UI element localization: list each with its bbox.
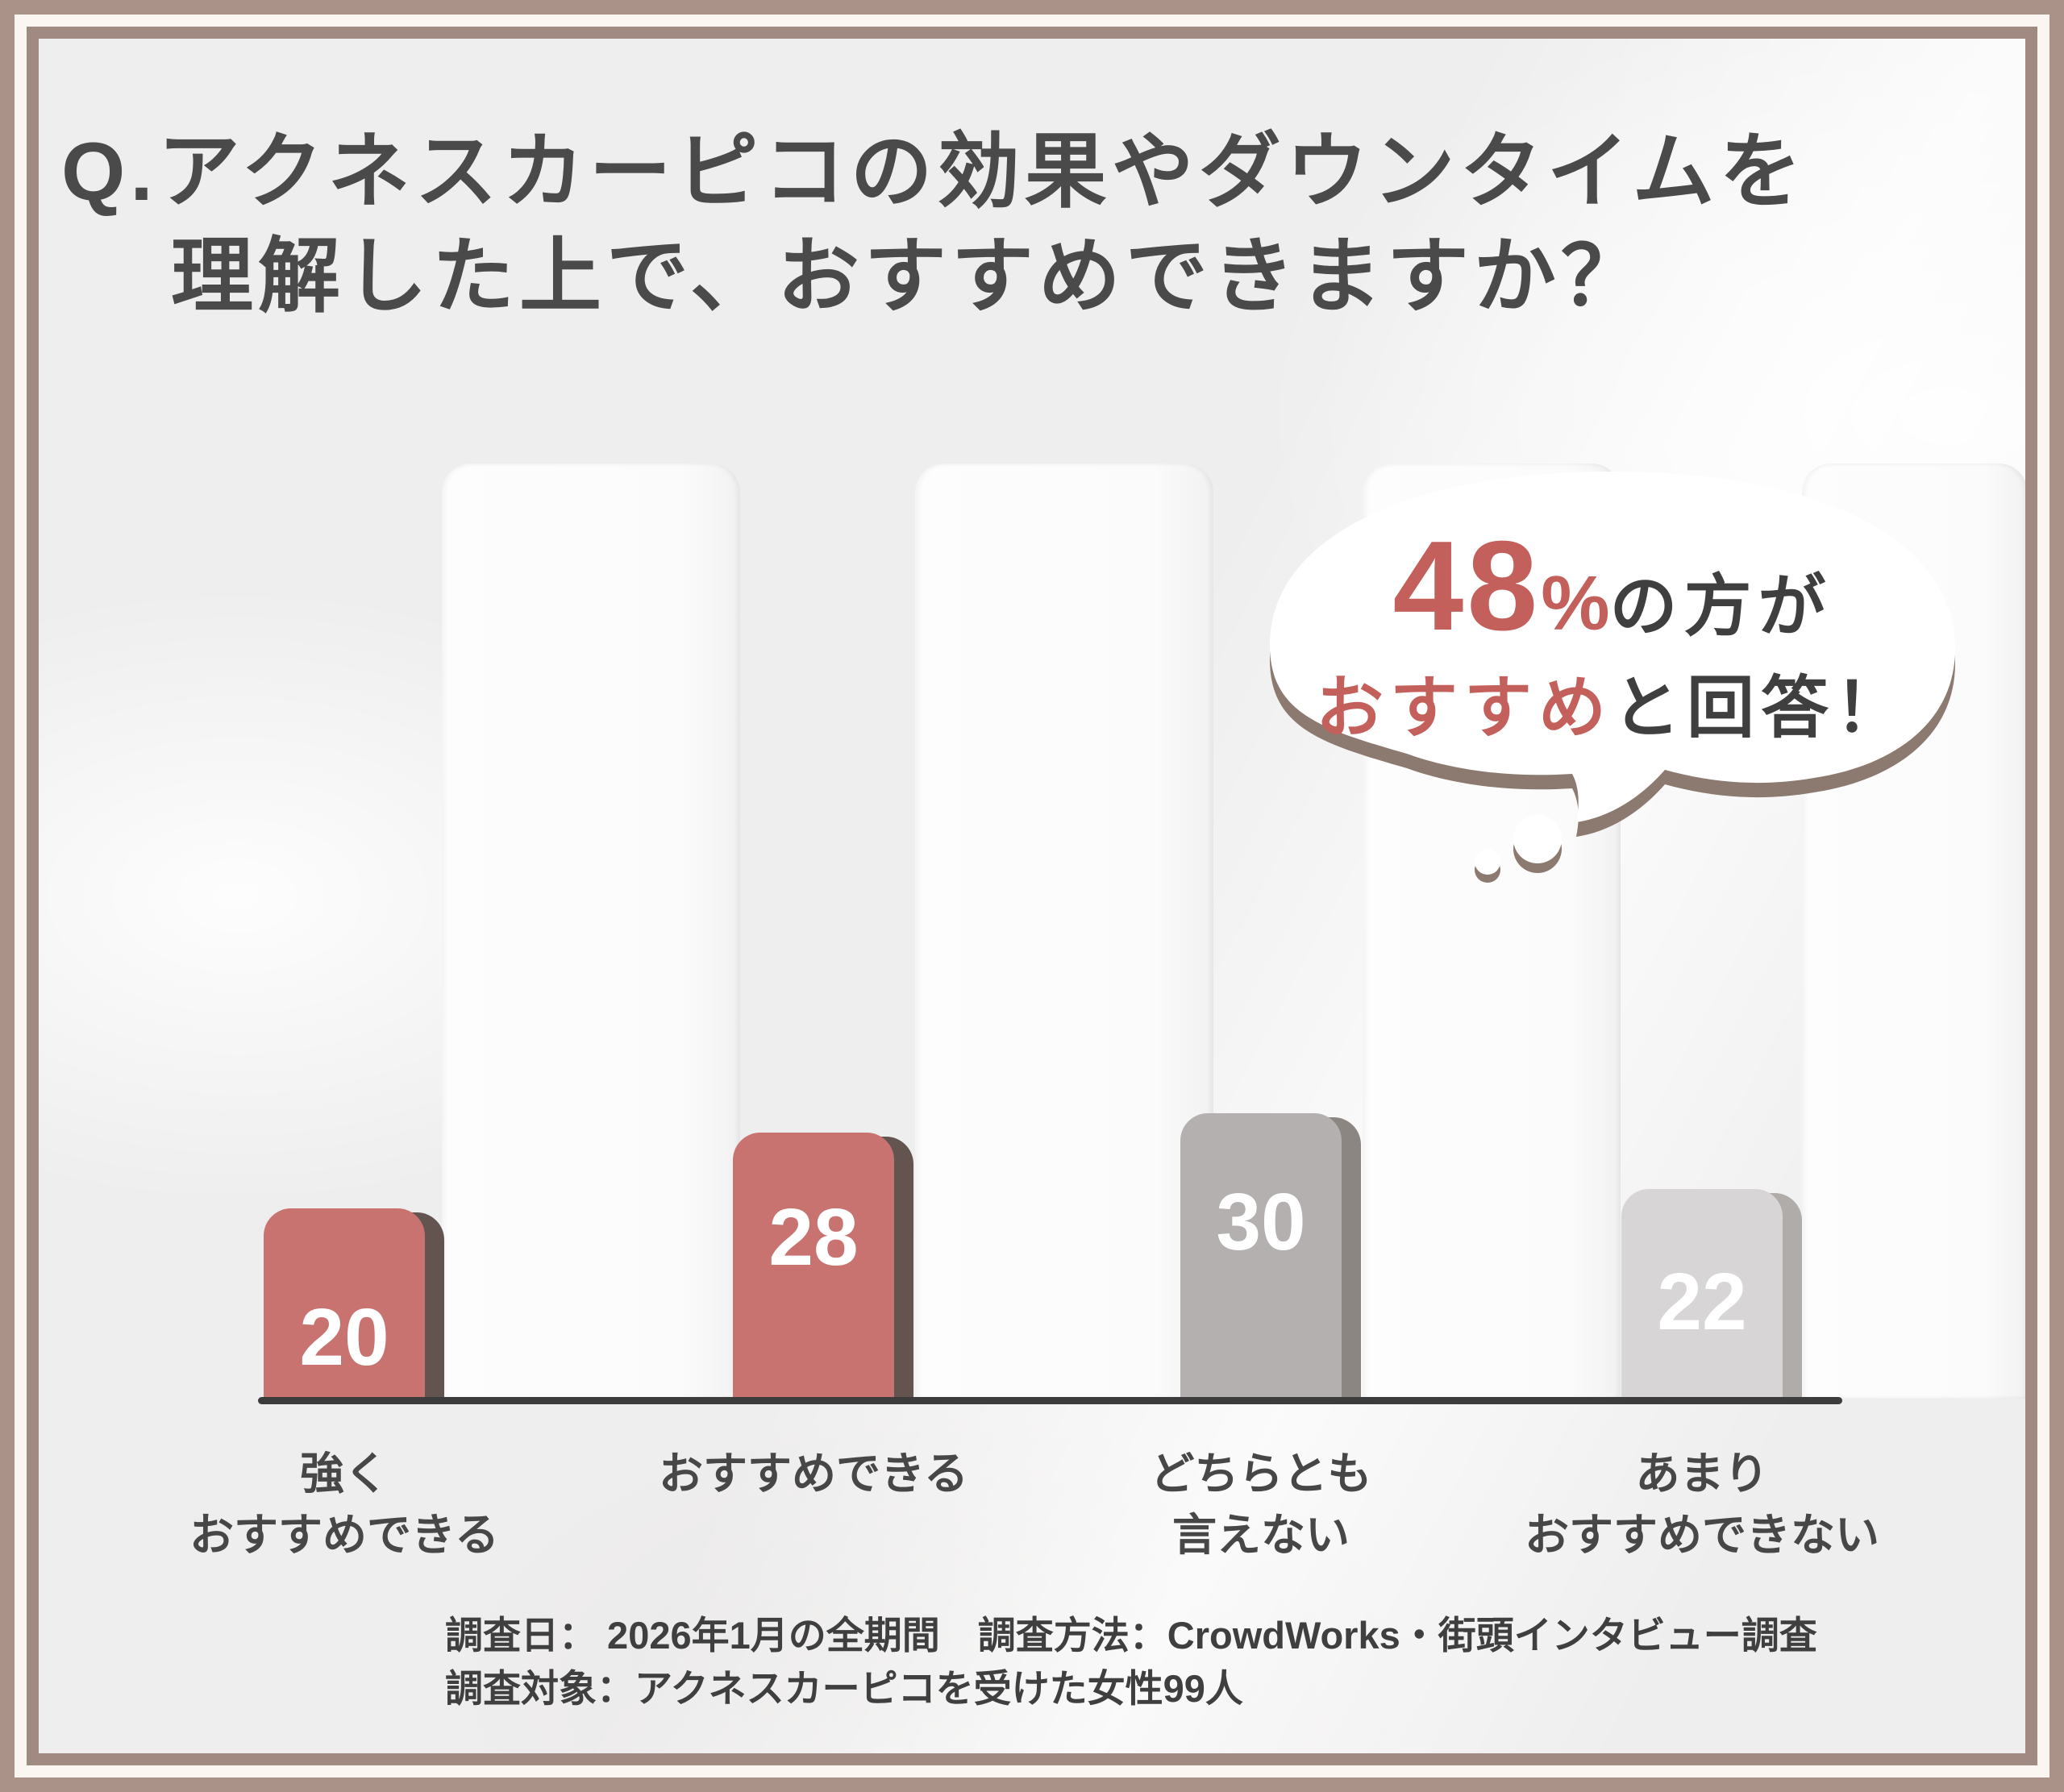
bar-strongly-recommend: 20 xyxy=(264,1208,425,1399)
category-label-line2: 言えない xyxy=(1171,1510,1350,1560)
thought-circle-large xyxy=(1513,815,1562,863)
category-label-recommend: おすすめできる xyxy=(556,1443,1072,1504)
bar-value: 30 xyxy=(1216,1177,1306,1267)
frame-inner-brown-line: Q.アクネスカーピコの効果やダウンタイムを 理解した上で、おすすめできますか？ xyxy=(27,27,2037,1765)
category-label-strongly-recommend: 強く おすすめできる xyxy=(86,1443,602,1565)
bar-neutral: 30 xyxy=(1180,1113,1342,1399)
bar-value: 28 xyxy=(768,1192,859,1283)
bar-not-recommend: 22 xyxy=(1621,1189,1783,1399)
highlight-word: おすすめ xyxy=(1315,670,1612,746)
speech-bubble xyxy=(1270,472,1955,883)
category-label-neutral: どちらとも 言えない xyxy=(1003,1443,1519,1565)
question-title-line2: 理解した上で、おすすめできますか？ xyxy=(171,231,1648,322)
bubble-annotation-line1: 48 % の方が xyxy=(1258,522,1967,650)
chart-content-area: Q.アクネスカーピコの効果やダウンタイムを 理解した上で、おすすめできますか？ xyxy=(39,39,2025,1753)
survey-info-line2: 調査対象：アクネスカーピコを受けた女性99人 xyxy=(445,1667,1243,1710)
bar-value: 20 xyxy=(299,1292,389,1382)
category-label-not-recommend: あまり おすすめできない xyxy=(1444,1443,1960,1565)
percent-sign: % xyxy=(1541,560,1610,647)
question-title: Q.アクネスカーピコの効果やダウンタイムを 理解した上で、おすすめできますか？ xyxy=(61,119,1807,329)
category-label-line1: おすすめできる xyxy=(659,1449,968,1499)
x-axis-baseline xyxy=(258,1397,1842,1404)
thought-circle-small xyxy=(1475,849,1500,875)
question-title-line1: Q.アクネスカーピコの効果やダウンタイムを xyxy=(61,126,1807,218)
bubble-annotation: 48 % の方が おすすめ と回答！ xyxy=(1258,522,1967,748)
category-label-line1: どちらとも xyxy=(1150,1449,1372,1499)
background-track-column xyxy=(915,464,1213,1399)
survey-info-line1: 調査日： 2026年1月の全期間 調査方法：CrowdWorks・街頭インタビュ… xyxy=(445,1614,1817,1657)
category-label-line1: 強く xyxy=(299,1449,389,1499)
percent-number: 48 xyxy=(1392,515,1542,657)
category-label-line2: おすすめできない xyxy=(1524,1510,1879,1560)
category-label-line1: あまり xyxy=(1635,1449,1769,1499)
survey-info: 調査日： 2026年1月の全期間 調査方法：CrowdWorks・街頭インタビュ… xyxy=(445,1609,1817,1715)
category-label-line2: おすすめできる xyxy=(189,1510,499,1560)
bar-recommend: 28 xyxy=(733,1133,894,1399)
highlight-suffix: と回答！ xyxy=(1612,670,1910,746)
speech-bubble-body xyxy=(1270,472,1955,875)
percent-suffix: の方が xyxy=(1609,568,1833,644)
background-track-column xyxy=(442,464,740,1399)
frame-outer-white-line: Q.アクネスカーピコの効果やダウンタイムを 理解した上で、おすすめできますか？ xyxy=(15,15,2049,1777)
bubble-annotation-line2: おすすめ と回答！ xyxy=(1258,667,1967,748)
bar-value: 22 xyxy=(1657,1257,1747,1347)
